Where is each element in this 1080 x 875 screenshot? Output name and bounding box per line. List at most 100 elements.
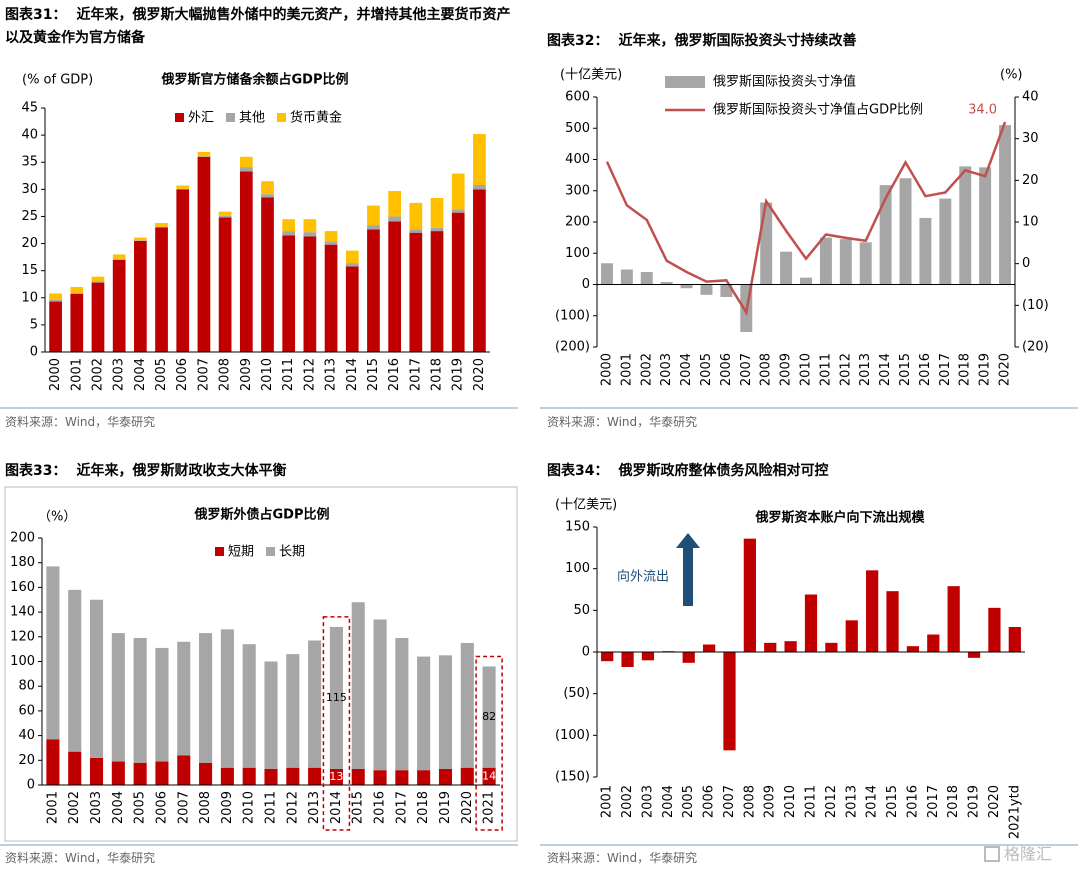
y-tick-label: 35	[21, 155, 38, 170]
y-tick-label: (200)	[555, 340, 590, 355]
bar-segment	[373, 619, 387, 771]
bar	[784, 641, 797, 652]
y-tick-label: 150	[565, 520, 590, 535]
bar	[641, 652, 655, 661]
bar	[660, 282, 673, 285]
bar-segment	[112, 259, 126, 352]
bar-segment	[417, 656, 431, 771]
bar-segment	[345, 263, 359, 267]
figure-label: 图表31：	[5, 7, 67, 23]
legend-label: 长期	[279, 545, 305, 560]
bar-segment	[438, 655, 453, 769]
x-tick-label: 2018	[958, 353, 973, 386]
bar-segment	[155, 761, 169, 785]
y-axis-label: （%）	[38, 510, 76, 525]
x-tick-label: 2014	[329, 791, 344, 824]
y-tick-label: 50	[573, 603, 590, 618]
x-tick-label: 2001	[45, 791, 60, 824]
x-tick-label: 2021ytd	[1007, 785, 1022, 839]
bar-segment	[155, 647, 169, 762]
annotation: 向外流出	[617, 569, 669, 585]
x-tick-label: 2015	[351, 791, 366, 824]
x-tick-label: 2002	[90, 358, 105, 391]
legend-label: 外汇	[188, 111, 214, 126]
y-tick-label: 400	[565, 152, 590, 167]
bar	[640, 272, 653, 285]
bar	[988, 607, 1001, 652]
bar-segment	[329, 626, 343, 769]
bar-segment	[89, 757, 104, 785]
bar	[959, 166, 972, 285]
x-tick-label: 2004	[679, 353, 694, 386]
source: 资料来源：Wind，华泰研究	[5, 415, 156, 429]
legend-label: 货币黄金	[290, 110, 342, 126]
x-tick-label: 2006	[719, 353, 734, 386]
bar-segment	[111, 633, 125, 762]
bar-segment	[220, 629, 234, 768]
x-tick-label: 2007	[176, 791, 191, 824]
y-tick-label: 100	[565, 561, 590, 576]
bar-segment	[111, 761, 125, 785]
x-tick-label: 2013	[858, 353, 873, 386]
x-tick-label: 2011	[804, 785, 819, 818]
bar-segment	[49, 301, 62, 352]
x-tick-label: 2009	[220, 791, 235, 824]
x-tick-label: 2018	[430, 358, 445, 391]
x-tick-label: 2015	[885, 785, 900, 818]
bar-segment	[70, 286, 84, 293]
bar-segment	[176, 185, 190, 189]
x-tick-label: 2015	[366, 358, 381, 391]
x-tick-label: 2006	[702, 785, 717, 818]
bar-segment	[134, 240, 147, 352]
bar-segment	[451, 212, 465, 352]
caption-text: 近年来，俄罗斯大幅抛售外储中的美元资产，并增持其他主要货币资产以及黄金作为官方储…	[5, 7, 511, 46]
bar-segment	[176, 188, 190, 190]
bar-segment	[68, 589, 82, 752]
y-tick-label: 15	[21, 263, 38, 278]
legend-swatch	[175, 113, 184, 122]
y-axis-label: (十亿美元)	[555, 498, 617, 513]
bar-segment	[155, 227, 168, 352]
legend-swatch	[277, 113, 286, 122]
caption-text: 近年来，俄罗斯财政收支大体平衡	[76, 463, 287, 479]
y2-axis-label: (%)	[1000, 68, 1023, 83]
caption-text: 俄罗斯政府整体债务风险相对可控	[618, 463, 829, 479]
bar	[967, 652, 981, 658]
y-tick-label: 500	[565, 121, 590, 136]
x-tick-label: 2010	[242, 791, 257, 824]
legend-swatch	[215, 547, 224, 556]
chart-frame	[4, 486, 518, 842]
bar	[1008, 627, 1021, 652]
bar-segment	[308, 640, 322, 768]
legend-swatch	[226, 113, 235, 122]
x-tick-label: 2002	[639, 353, 654, 386]
bar	[600, 263, 613, 285]
y-tick-label: (100)	[555, 308, 590, 323]
y-tick-label: 100	[10, 654, 35, 669]
caption: 图表33： 近年来，俄罗斯财政收支大体平衡	[5, 460, 520, 483]
figure-label: 图表32：	[547, 33, 609, 49]
bar-segment	[482, 767, 496, 785]
x-tick-label: 2008	[198, 791, 213, 824]
bar-segment	[134, 240, 147, 241]
bar	[743, 538, 756, 652]
y-tick-label: 200	[10, 531, 35, 546]
y-tick-label: 0	[582, 277, 590, 292]
x-tick-label: 2016	[918, 353, 933, 386]
line	[605, 121, 1007, 316]
bar-segment	[218, 211, 232, 216]
x-tick-label: 2017	[926, 785, 941, 818]
y-tick-label: 30	[21, 182, 38, 197]
bar-segment	[197, 151, 211, 157]
bar-segment	[176, 189, 190, 352]
x-tick-label: 2017	[394, 791, 409, 824]
bar-segment	[473, 184, 486, 190]
x-tick-label: 2019	[978, 353, 993, 386]
bar	[825, 642, 838, 652]
bar-segment	[218, 215, 232, 218]
bar-segment	[220, 767, 234, 785]
data-label: 82	[482, 710, 496, 723]
y-tick-label: 100	[565, 246, 590, 261]
caption: 图表31： 近年来，俄罗斯大幅抛售外储中的美元资产，并增持其他主要货币资产以及黄金…	[5, 4, 520, 50]
legend-swatch	[266, 547, 275, 556]
